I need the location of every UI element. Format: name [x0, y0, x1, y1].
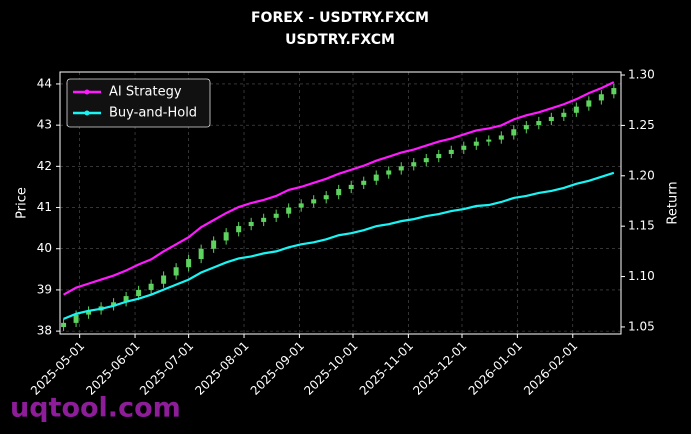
candle-body — [436, 153, 442, 159]
candle-body — [323, 195, 329, 200]
y2-tick-label: 1.30 — [628, 68, 655, 82]
candle-body — [498, 135, 504, 140]
candle-body — [198, 248, 204, 260]
y-tick-label: 41 — [37, 200, 52, 214]
candle-body — [448, 149, 454, 154]
x-tick-label: 2026-01-01 — [466, 339, 525, 398]
x-tick-label: 2025-12-01 — [410, 339, 469, 398]
x-tick-label: 2025-10-01 — [301, 339, 360, 398]
candle-body — [461, 145, 467, 150]
x-tick-label: 2026-02-01 — [521, 339, 580, 398]
candle-body — [486, 139, 492, 142]
candle-body — [411, 162, 417, 167]
candle-body — [586, 100, 592, 107]
candle-body — [473, 141, 479, 146]
y-tick-label: 44 — [37, 76, 52, 90]
candle-body — [511, 129, 517, 136]
x-tick-label: 2025-08-01 — [192, 339, 251, 398]
candle-body — [611, 88, 617, 95]
watermark: uqtool.com — [10, 393, 181, 424]
candle-body — [73, 314, 79, 323]
candle-body — [61, 322, 67, 327]
y-tick-label: 39 — [37, 282, 52, 296]
candle-body — [148, 283, 154, 290]
candle-body — [361, 180, 367, 185]
candle-body — [561, 112, 567, 117]
candle-body — [386, 170, 392, 175]
candle-body — [311, 199, 317, 204]
candle-body — [211, 240, 217, 249]
candle-body — [336, 188, 342, 196]
candle-body — [598, 94, 604, 101]
y-tick-label: 40 — [37, 241, 52, 255]
candle-body — [373, 174, 379, 181]
candle-body — [423, 158, 429, 163]
y2-tick-label: 1.15 — [628, 219, 655, 233]
candle-body — [123, 296, 129, 303]
candle-body — [523, 125, 529, 130]
legend: AI Strategy Buy-and-Hold — [66, 78, 211, 128]
y2-tick-label: 1.25 — [628, 118, 655, 132]
candle-body — [86, 310, 92, 315]
candle-body — [186, 259, 192, 268]
candle-body — [298, 203, 304, 208]
y2-tick-label: 1.20 — [628, 168, 655, 182]
candle-body — [173, 267, 179, 276]
x-tick-label: 2025-09-01 — [248, 339, 307, 398]
legend-box — [66, 78, 211, 128]
legend-label: Buy-and-Hold — [109, 106, 197, 121]
legend-marker — [84, 110, 90, 116]
candle-body — [236, 226, 242, 233]
x-tick-label: 2025-07-01 — [137, 339, 196, 398]
candle-body — [398, 166, 404, 171]
chart-title: FOREX - USDTRY.FXCM — [251, 10, 429, 26]
candle-body — [248, 221, 254, 227]
candle-body — [536, 121, 542, 126]
candle-body — [223, 232, 229, 241]
x-tick-label: 2025-11-01 — [357, 339, 416, 398]
y-axis-label: Price — [15, 187, 30, 219]
candle-body — [261, 217, 267, 222]
x-tick-label: 2025-05-01 — [28, 339, 87, 398]
y2-tick-label: 1.10 — [628, 269, 655, 283]
x-tick-label: 2025-06-01 — [83, 339, 142, 398]
y-tick-label: 38 — [37, 324, 52, 338]
legend-label: AI Strategy — [109, 85, 182, 100]
candle-body — [548, 116, 554, 122]
chart-subtitle: USDTRY.FXCM — [285, 32, 395, 48]
line-series — [63, 81, 615, 296]
y-tick-label: 42 — [37, 159, 52, 173]
candle-body — [573, 106, 579, 113]
candle-body — [273, 213, 279, 218]
line-series — [63, 171, 615, 320]
candle-body — [348, 184, 354, 189]
candle-body — [286, 207, 292, 214]
y2-tick-label: 1.05 — [628, 319, 655, 333]
y-tick-label: 43 — [37, 118, 52, 132]
candle-body — [161, 275, 167, 284]
candle-body — [136, 289, 142, 297]
plot-frame — [59, 71, 622, 335]
candle-body — [111, 302, 117, 307]
legend-marker — [84, 89, 90, 95]
y2-axis-label: Return — [666, 181, 681, 224]
